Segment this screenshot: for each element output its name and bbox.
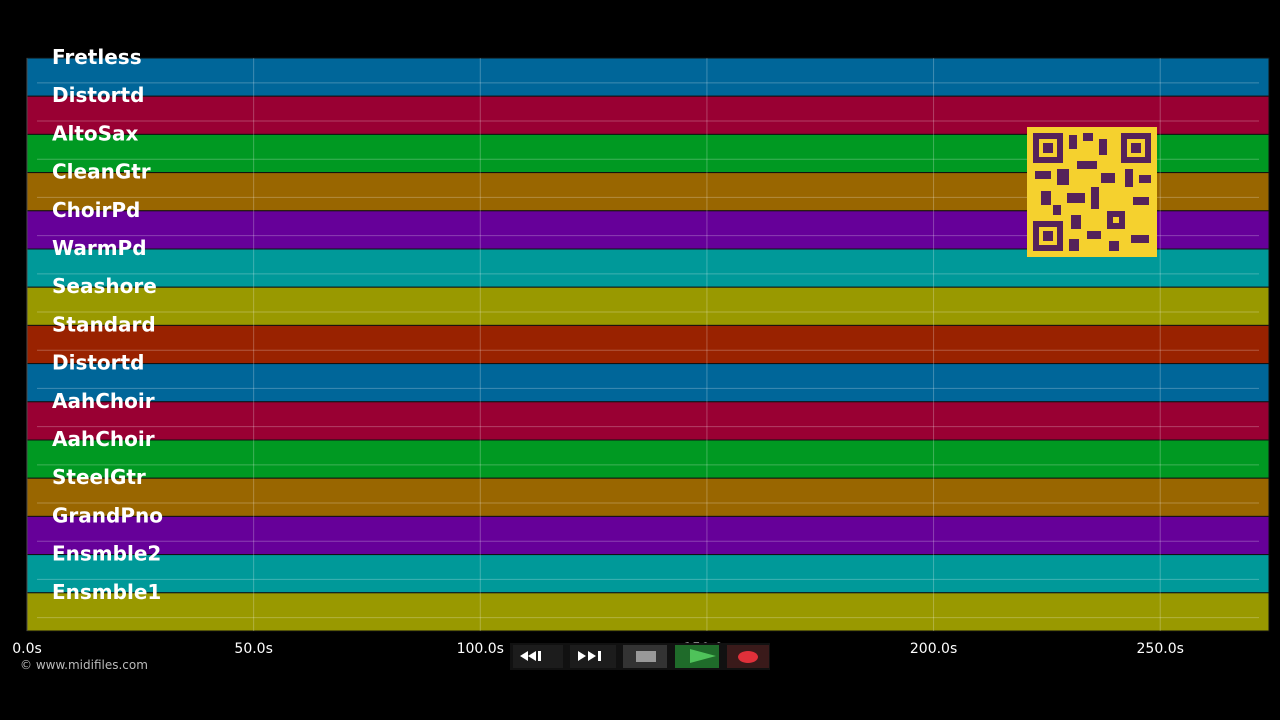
track-lane (26, 515, 1270, 556)
transport-toolbar (510, 643, 770, 670)
time-tick-label: 50.0s (234, 641, 272, 657)
credit: © www.midifiles.com (20, 658, 148, 672)
track-label: Ensmble2 (52, 542, 161, 566)
qr-code (1027, 127, 1157, 257)
track-lane (26, 363, 1270, 403)
time-tick-label: 250.0s (1137, 641, 1184, 657)
track-label: Standard (52, 312, 156, 336)
record-button[interactable] (727, 645, 769, 668)
time-tick-label: 100.0s (457, 641, 504, 657)
track-label: AahChoir (52, 427, 155, 451)
track-label: AltoSax (52, 121, 139, 145)
qr-pattern (1033, 133, 1151, 251)
track-label: Fretless (52, 45, 142, 69)
track-label: AahChoir (52, 389, 155, 413)
track-lane (26, 248, 1270, 288)
play-button[interactable] (675, 645, 719, 668)
rewind-button[interactable] (513, 645, 563, 668)
track-lane (26, 439, 1270, 479)
time-tick-label: 0.0s (12, 641, 42, 657)
track-label: Seashore (52, 274, 157, 298)
track-label: Ensmble1 (52, 580, 161, 604)
stop-button[interactable] (623, 645, 667, 668)
track-lane (26, 401, 1270, 441)
track-lane (26, 324, 1270, 365)
track-label: WarmPd (52, 236, 147, 260)
track-label: SteelGtr (52, 465, 146, 489)
track-lane (26, 286, 1270, 326)
grid (26, 58, 1161, 631)
time-tick-label: 200.0s (910, 641, 957, 657)
track-label: ChoirPd (52, 198, 140, 222)
track-lane (26, 554, 1270, 594)
track-lane (26, 477, 1270, 517)
track-label: Distortd (52, 83, 144, 107)
track-lane (26, 592, 1270, 632)
track-label: Distortd (52, 351, 144, 375)
fast-forward-button[interactable] (570, 645, 616, 668)
track-label: GrandPno (52, 503, 163, 527)
track-labels: Fretless Distortd AltoSax CleanGtr ChoirPd Wa… (52, 45, 163, 604)
track-label: CleanGtr (52, 160, 151, 184)
track-lane (26, 57, 1270, 97)
